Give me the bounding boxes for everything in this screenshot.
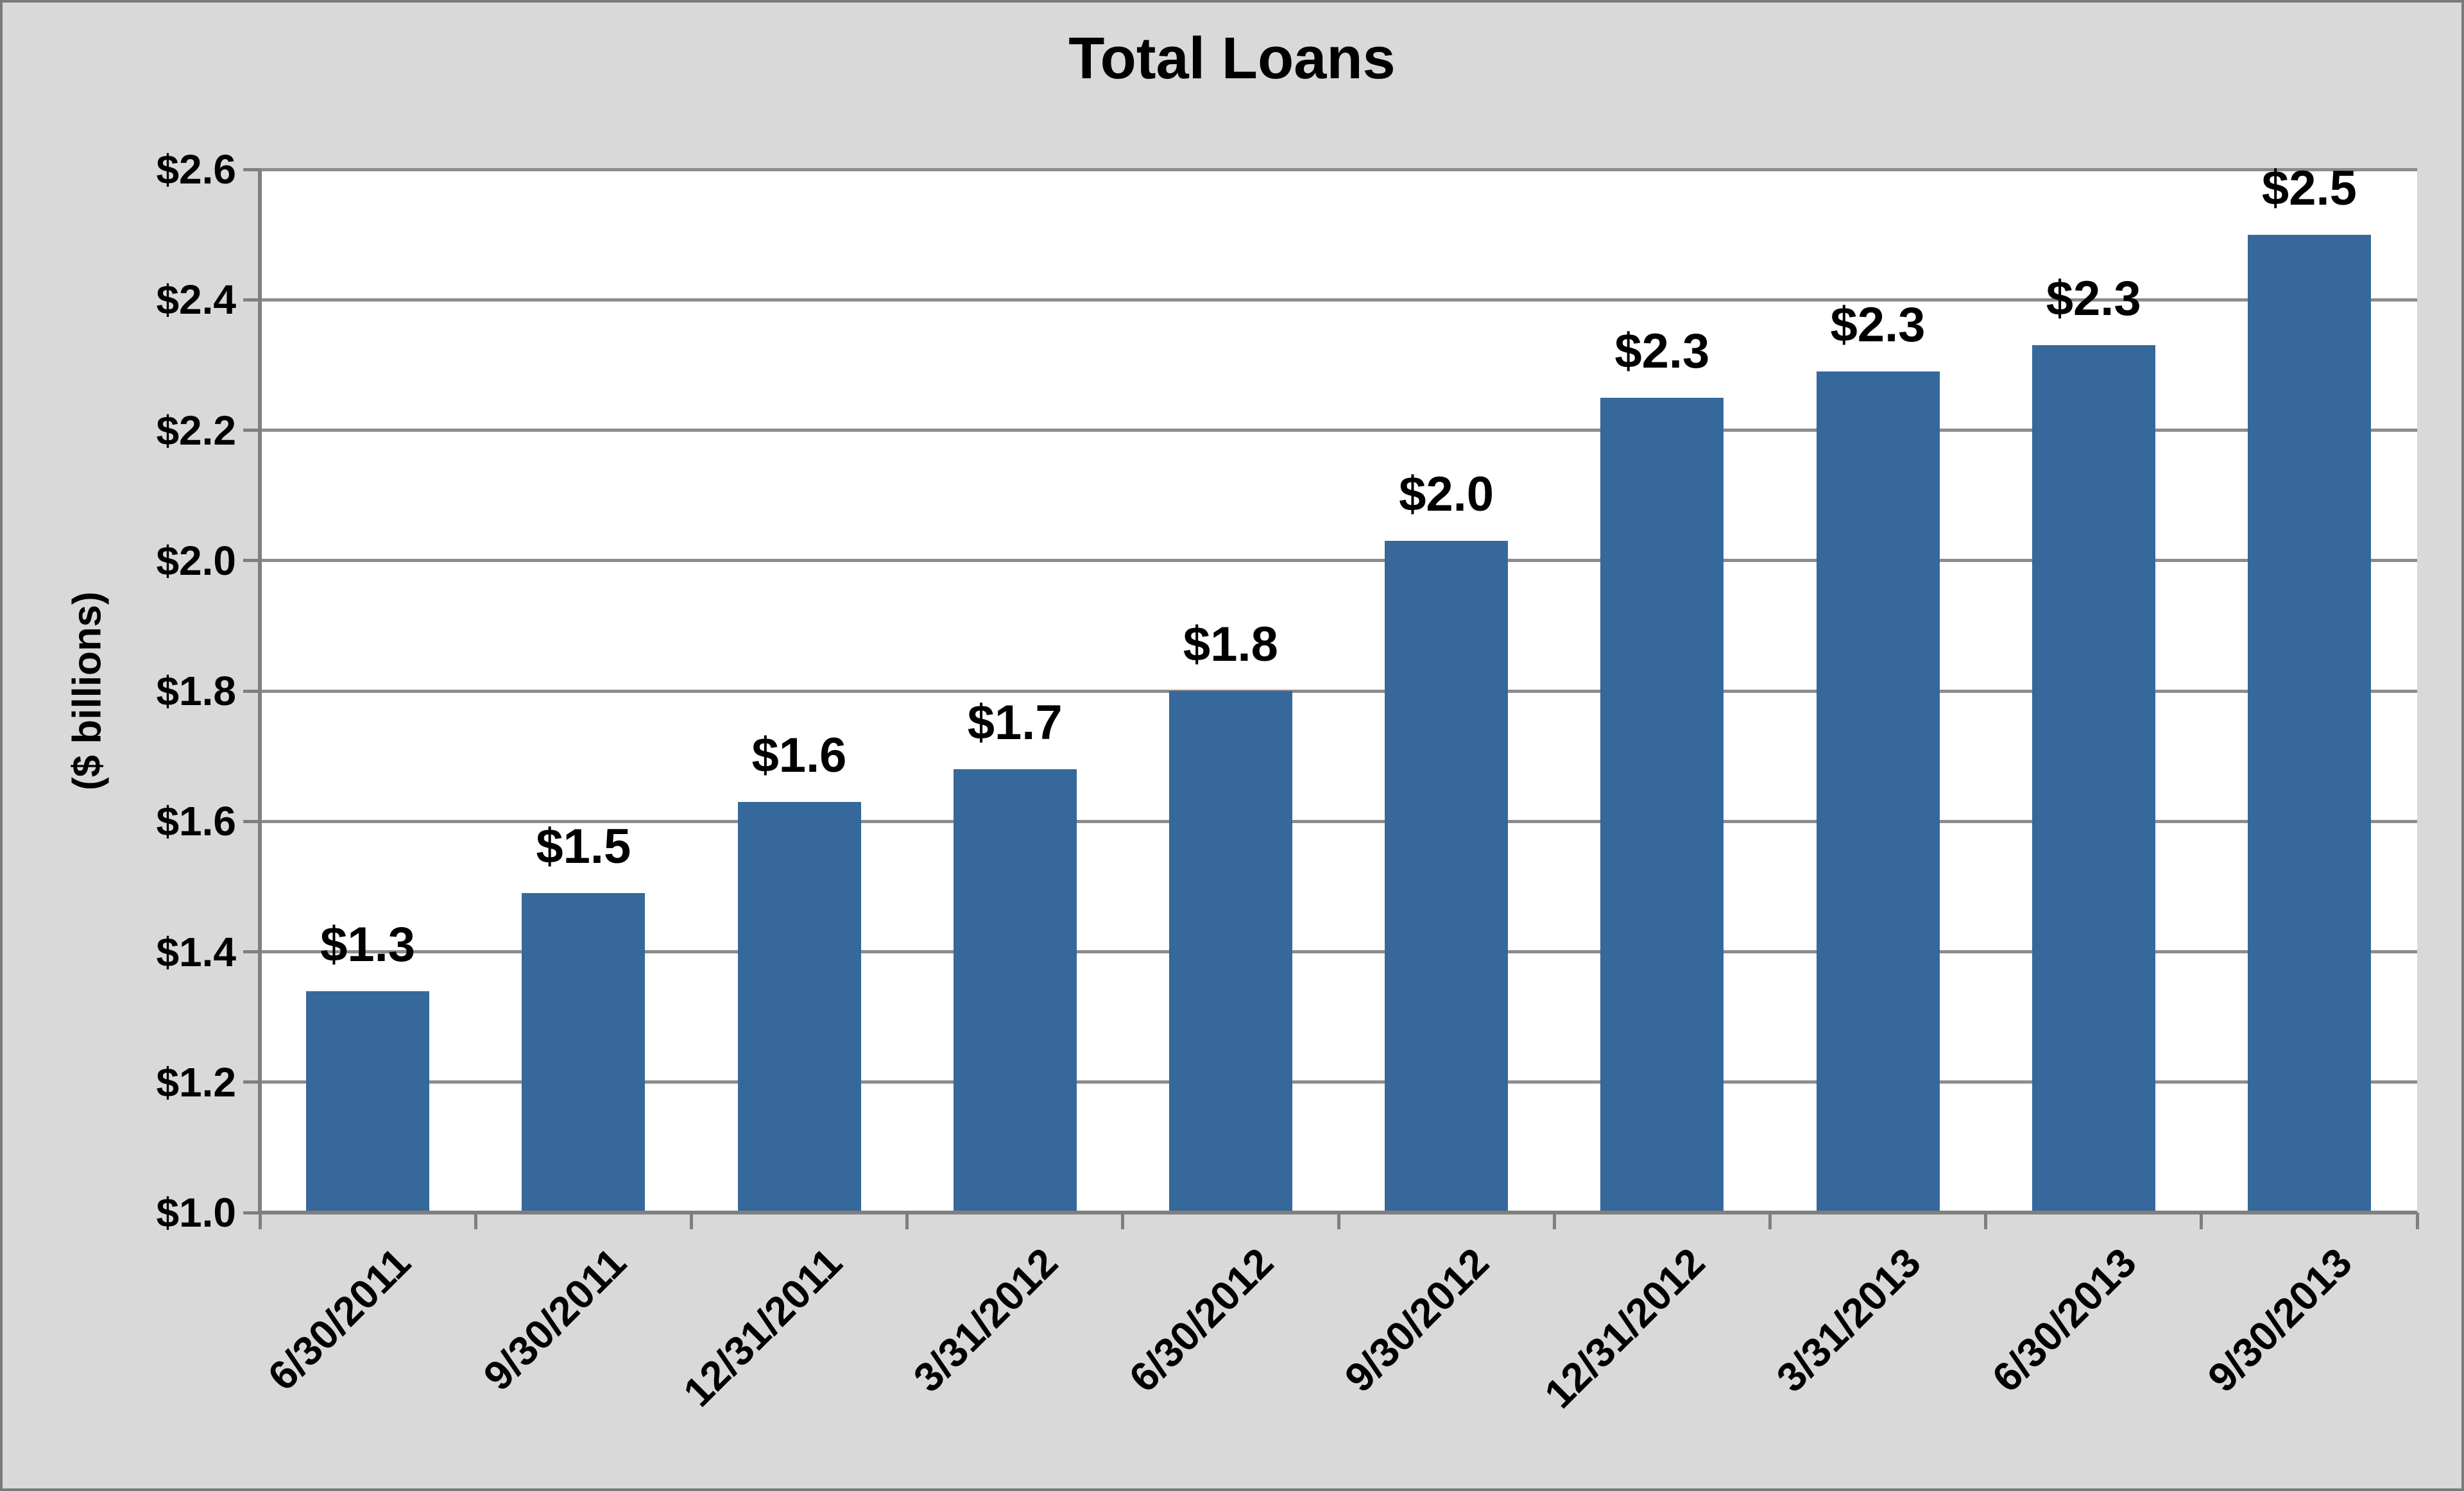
x-tick-label: 3/31/2012 xyxy=(904,1239,1066,1401)
x-tick-label: 12/31/2011 xyxy=(674,1239,851,1416)
x-tick-mark xyxy=(474,1213,477,1229)
x-tick-mark xyxy=(1768,1213,1772,1229)
y-tick-label: $2.2 xyxy=(156,407,236,454)
bar xyxy=(2032,345,2155,1213)
bar xyxy=(306,991,430,1213)
x-tick-mark xyxy=(1552,1213,1556,1229)
gridline xyxy=(260,167,2417,171)
x-tick-label: 3/31/2013 xyxy=(1767,1239,1929,1401)
y-tick-mark xyxy=(243,298,260,302)
y-tick-mark xyxy=(243,429,260,432)
x-tick-label: 6/30/2012 xyxy=(1120,1239,1283,1401)
gridline xyxy=(260,950,2417,953)
y-tick-mark xyxy=(243,819,260,823)
x-tick-mark xyxy=(258,1213,262,1229)
gridline xyxy=(260,559,2417,563)
x-tick-label: 6/30/2013 xyxy=(1983,1239,2145,1401)
bar xyxy=(1168,691,1292,1213)
x-tick-mark xyxy=(689,1213,693,1229)
y-tick-mark xyxy=(243,1211,260,1214)
x-tick-mark xyxy=(2200,1213,2203,1229)
x-tick-mark xyxy=(1984,1213,1988,1229)
y-tick-mark xyxy=(243,167,260,171)
gridline xyxy=(260,429,2417,432)
x-axis-line xyxy=(258,1211,2417,1214)
y-tick-label: $2.4 xyxy=(156,277,236,323)
bar xyxy=(1816,371,1940,1213)
bar-value-label: $2.3 xyxy=(2046,271,2141,327)
bar xyxy=(2247,234,2371,1213)
bar-value-label: $1.7 xyxy=(967,695,1063,750)
y-tick-label: $2.0 xyxy=(156,537,236,584)
bar-value-label: $2.0 xyxy=(1399,467,1494,522)
y-tick-mark xyxy=(243,950,260,953)
y-tick-mark xyxy=(243,559,260,563)
x-tick-label: 9/30/2012 xyxy=(1336,1239,1498,1401)
bar-value-label: $1.3 xyxy=(320,917,416,972)
y-tick-label: $1.8 xyxy=(156,668,236,714)
bar-value-label: $2.3 xyxy=(1614,323,1710,379)
bar-value-label: $1.8 xyxy=(1183,617,1278,672)
x-tick-mark xyxy=(2415,1213,2419,1229)
bar xyxy=(953,769,1077,1213)
x-tick-mark xyxy=(1337,1213,1340,1229)
gridline xyxy=(260,298,2417,302)
y-tick-mark xyxy=(243,689,260,693)
bar xyxy=(1385,541,1509,1213)
gridline xyxy=(260,689,2417,693)
bar xyxy=(522,893,646,1213)
x-tick-label: 9/30/2013 xyxy=(2198,1239,2361,1401)
gridline xyxy=(260,819,2417,823)
x-tick-mark xyxy=(1121,1213,1125,1229)
y-tick-mark xyxy=(243,1080,260,1084)
bar xyxy=(737,801,861,1213)
bar-value-label: $2.3 xyxy=(1830,298,1926,352)
chart-title: Total Loans xyxy=(1068,26,1396,91)
y-tick-label: $1.2 xyxy=(156,1059,236,1105)
gridline xyxy=(260,1080,2417,1084)
y-tick-label: $1.0 xyxy=(156,1189,236,1236)
x-tick-label: 9/30/2011 xyxy=(474,1239,635,1400)
y-tick-label: $2.6 xyxy=(156,146,236,192)
x-tick-label: 6/30/2011 xyxy=(259,1239,420,1400)
bar-value-label: $1.6 xyxy=(751,728,847,783)
y-axis-line xyxy=(258,169,262,1214)
x-tick-label: 12/31/2012 xyxy=(1536,1239,1714,1417)
bar-value-label: $1.5 xyxy=(536,819,631,874)
bar-value-label: $2.5 xyxy=(2261,160,2357,216)
y-tick-label: $1.4 xyxy=(156,928,236,975)
y-tick-label: $1.6 xyxy=(156,798,236,845)
bar xyxy=(1600,397,1724,1213)
x-tick-mark xyxy=(905,1213,909,1229)
